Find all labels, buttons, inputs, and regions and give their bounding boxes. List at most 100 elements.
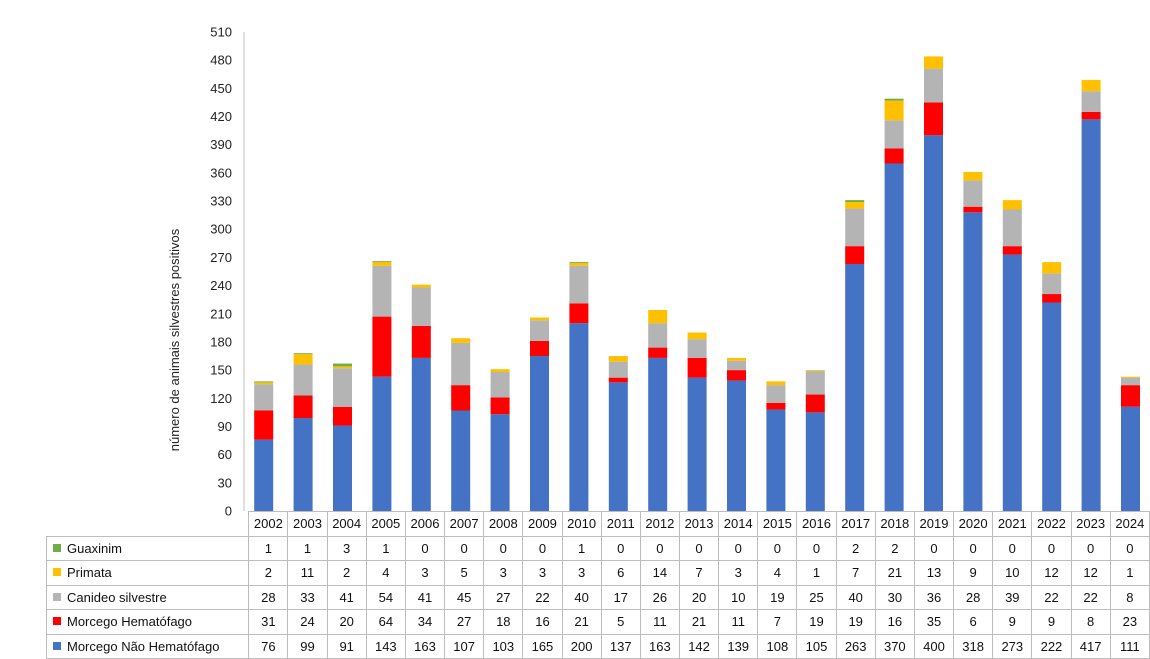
bar-segment-canideo-silvestre bbox=[569, 265, 589, 304]
bar-segment-primata bbox=[884, 100, 904, 121]
bar-segment-morcego-não-hematófago bbox=[490, 414, 510, 511]
x-tick-label: 2024 bbox=[1109, 511, 1150, 537]
bar-segment-canideo-silvestre bbox=[1042, 273, 1062, 295]
data-label: 273 bbox=[992, 633, 1033, 659]
x-tick-label: 2015 bbox=[757, 511, 798, 537]
data-label: 143 bbox=[365, 633, 406, 659]
bar-segment-morcego-hematófago bbox=[411, 325, 431, 358]
data-label: 19 bbox=[796, 609, 837, 635]
bar-segment-primata bbox=[530, 317, 549, 321]
y-tick-label: 150 bbox=[210, 363, 232, 378]
y-tick-label: 330 bbox=[210, 194, 232, 209]
legend-swatch bbox=[53, 543, 61, 552]
data-label: 28 bbox=[248, 584, 289, 610]
data-label: 26 bbox=[639, 584, 680, 610]
data-label: 107 bbox=[444, 633, 485, 659]
bar-segment-primata bbox=[569, 263, 589, 266]
y-tick-label: 360 bbox=[210, 165, 232, 180]
data-label: 39 bbox=[992, 584, 1033, 610]
data-label: 105 bbox=[796, 633, 837, 659]
x-tick-label: 2014 bbox=[718, 511, 759, 537]
legend-swatch bbox=[53, 568, 61, 577]
data-label: 1 bbox=[287, 535, 328, 561]
data-label: 28 bbox=[953, 584, 994, 610]
bar-segment-primata bbox=[687, 332, 707, 340]
bar-segment-primata bbox=[727, 357, 746, 361]
data-label: 1 bbox=[796, 560, 837, 586]
bar-segment-morcego-hematófago bbox=[372, 316, 392, 377]
data-label: 41 bbox=[326, 584, 367, 610]
bar-segment-primata bbox=[963, 171, 983, 181]
y-tick-label: 180 bbox=[210, 334, 232, 349]
y-tick-label: 390 bbox=[210, 137, 232, 152]
data-label: 111 bbox=[1109, 633, 1150, 659]
data-label: 5 bbox=[600, 609, 641, 635]
data-label: 1 bbox=[365, 535, 406, 561]
data-label: 11 bbox=[639, 609, 680, 635]
data-label: 11 bbox=[287, 560, 328, 586]
data-label: 45 bbox=[444, 584, 485, 610]
bar-segment-guaxinim bbox=[333, 363, 352, 367]
bar-segment-primata bbox=[1002, 200, 1022, 210]
legend-entry: Morcego Não Hematófago bbox=[45, 633, 250, 659]
data-label: 25 bbox=[796, 584, 837, 610]
data-label: 1 bbox=[1109, 560, 1150, 586]
y-tick-label: 210 bbox=[210, 306, 232, 321]
x-tick-label: 2022 bbox=[1031, 511, 1072, 537]
bar-segment-morcego-não-hematófago bbox=[333, 425, 352, 511]
bar-segment-guaxinim bbox=[845, 200, 865, 202]
x-tick-label: 2023 bbox=[1070, 511, 1111, 537]
bar-segment-canideo-silvestre bbox=[254, 384, 274, 411]
bar-segment-morcego-não-hematófago bbox=[1042, 302, 1062, 511]
data-label: 23 bbox=[1109, 609, 1150, 635]
y-tick-label: 420 bbox=[210, 109, 232, 124]
bar-segment-primata bbox=[608, 356, 628, 362]
table-row: Morcego Hematófago 31 24 20 64 34 27 18 16 21 5 11 2… bbox=[45, 609, 1150, 635]
data-label: 0 bbox=[483, 535, 524, 561]
data-label: 2 bbox=[326, 560, 367, 586]
bar-segment-canideo-silvestre bbox=[924, 68, 943, 103]
x-tick-label: 2013 bbox=[678, 511, 720, 537]
bar-segment-morcego-hematófago bbox=[766, 402, 786, 410]
data-label: 1 bbox=[248, 535, 289, 561]
data-label: 8 bbox=[1070, 609, 1111, 635]
legend-swatch bbox=[53, 617, 61, 626]
data-label: 11 bbox=[718, 609, 759, 635]
bar-segment-canideo-silvestre bbox=[963, 180, 983, 207]
data-label: 103 bbox=[483, 633, 524, 659]
bar-segment-morcego-hematófago bbox=[845, 246, 865, 264]
bar-segment-morcego-não-hematófago bbox=[924, 135, 943, 511]
data-label: 17 bbox=[600, 584, 641, 610]
data-table: 2002 2003 2004 2005 2006 2007 2008 2009 2010 2011… bbox=[45, 511, 1150, 659]
table-row: Primata 2 11 2 4 3 5 3 3 3 6 14 7 3 4 1 7 21 13 9 10 12 12 1 bbox=[45, 560, 1150, 586]
bar-segment-canideo-silvestre bbox=[884, 120, 904, 149]
bar-segment-guaxinim bbox=[884, 98, 904, 101]
x-tick-label: 2006 bbox=[404, 511, 446, 537]
bar-segment-morcego-hematófago bbox=[884, 148, 904, 164]
bar-segment-primata bbox=[1121, 376, 1140, 378]
data-label: 13 bbox=[913, 560, 955, 586]
data-label: 3 bbox=[522, 560, 563, 586]
data-label: 1 bbox=[561, 535, 602, 561]
bar-segment-guaxinim bbox=[372, 261, 392, 263]
bar-segment-primata bbox=[1042, 262, 1062, 274]
data-label: 19 bbox=[835, 609, 876, 635]
data-label: 99 bbox=[287, 633, 328, 659]
data-label: 0 bbox=[1109, 535, 1150, 561]
data-label: 14 bbox=[639, 560, 680, 586]
bar-segment-morcego-hematófago bbox=[805, 394, 825, 413]
bar-segment-morcego-hematófago bbox=[569, 303, 589, 324]
bar-segment-canideo-silvestre bbox=[805, 371, 825, 395]
bar-segment-primata bbox=[766, 381, 786, 386]
bar-segment-morcego-hematófago bbox=[1042, 294, 1062, 303]
y-tick-label: 30 bbox=[218, 475, 232, 490]
table-row: Morcego Não Hematófago 76 99 91 143 163 107 103… bbox=[45, 633, 1150, 659]
data-label: 41 bbox=[404, 584, 446, 610]
x-tick-label: 2009 bbox=[522, 511, 563, 537]
data-label: 400 bbox=[913, 633, 955, 659]
data-label: 21 bbox=[561, 609, 602, 635]
bar-segment-primata bbox=[805, 370, 825, 372]
data-label: 3 bbox=[718, 560, 759, 586]
data-label: 24 bbox=[287, 609, 328, 635]
bar-segment-guaxinim bbox=[569, 262, 589, 264]
